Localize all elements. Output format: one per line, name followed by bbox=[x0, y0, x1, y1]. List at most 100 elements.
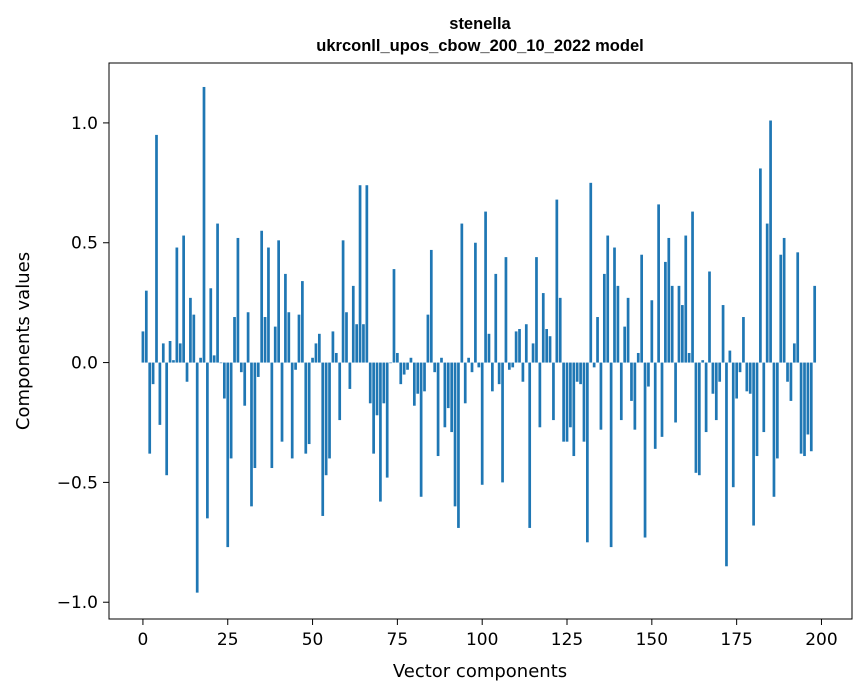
bar bbox=[436, 362, 440, 457]
bar bbox=[185, 362, 189, 382]
bar bbox=[796, 252, 800, 363]
bar bbox=[317, 333, 321, 363]
bar bbox=[141, 331, 145, 363]
bar bbox=[151, 362, 155, 385]
bar bbox=[613, 247, 616, 363]
bar bbox=[718, 362, 722, 382]
bar bbox=[630, 362, 633, 401]
bar bbox=[358, 185, 362, 363]
bar bbox=[518, 329, 521, 363]
bar bbox=[677, 285, 681, 363]
bar bbox=[443, 362, 447, 428]
bar bbox=[565, 362, 569, 442]
bar bbox=[497, 362, 501, 385]
bar bbox=[623, 326, 627, 363]
bar bbox=[582, 362, 586, 442]
bar bbox=[382, 362, 386, 404]
bar bbox=[463, 362, 467, 404]
bar bbox=[216, 223, 219, 363]
bar bbox=[792, 343, 796, 363]
bar bbox=[423, 362, 426, 392]
bar bbox=[725, 362, 728, 567]
bar bbox=[260, 230, 264, 363]
bar bbox=[501, 362, 504, 483]
bar bbox=[731, 362, 735, 488]
bar bbox=[541, 293, 545, 363]
bar bbox=[311, 357, 314, 363]
bar bbox=[199, 357, 202, 363]
bar bbox=[263, 317, 267, 363]
bar bbox=[521, 362, 525, 382]
bar bbox=[267, 247, 270, 363]
bar bbox=[280, 362, 284, 442]
bar bbox=[697, 362, 701, 476]
bar bbox=[806, 362, 810, 435]
bar bbox=[202, 86, 206, 363]
chart-title-line1: stenella bbox=[449, 15, 511, 33]
bar bbox=[341, 240, 345, 363]
bar bbox=[531, 343, 535, 363]
bar bbox=[494, 273, 498, 363]
bar bbox=[586, 362, 589, 543]
bar bbox=[592, 362, 596, 368]
bar bbox=[229, 362, 233, 459]
bar bbox=[297, 314, 301, 363]
bar bbox=[650, 300, 654, 363]
bar bbox=[558, 297, 562, 363]
bar bbox=[301, 281, 304, 363]
bar bbox=[277, 240, 280, 363]
bar bbox=[491, 362, 494, 392]
bar bbox=[691, 211, 694, 363]
bar bbox=[470, 362, 474, 373]
bar bbox=[457, 362, 460, 528]
bar bbox=[375, 362, 379, 416]
bar bbox=[535, 257, 538, 363]
bar bbox=[575, 362, 579, 382]
bar bbox=[626, 297, 630, 363]
bar bbox=[742, 317, 745, 363]
bar bbox=[674, 362, 677, 423]
bar bbox=[480, 362, 484, 485]
bar bbox=[406, 362, 409, 370]
bar bbox=[273, 326, 277, 363]
bar bbox=[514, 331, 518, 363]
y-tick-label: 0.0 bbox=[71, 354, 98, 374]
bar bbox=[681, 305, 684, 363]
bar bbox=[396, 352, 399, 363]
bar bbox=[735, 362, 738, 399]
x-tick-label: 50 bbox=[302, 630, 324, 650]
bar bbox=[752, 362, 755, 526]
x-tick-label: 200 bbox=[805, 630, 837, 650]
bar bbox=[762, 362, 766, 433]
bar bbox=[284, 273, 287, 363]
bar bbox=[355, 324, 359, 363]
bar bbox=[250, 362, 253, 507]
bar bbox=[233, 317, 236, 363]
bar bbox=[504, 257, 508, 363]
bar bbox=[328, 362, 331, 459]
bar bbox=[246, 312, 250, 363]
bar bbox=[562, 362, 565, 442]
bar bbox=[538, 362, 542, 428]
bar bbox=[399, 362, 403, 385]
bar bbox=[779, 254, 783, 363]
bar bbox=[365, 185, 369, 363]
bar bbox=[569, 362, 572, 428]
bar bbox=[192, 314, 196, 363]
bar bbox=[694, 362, 698, 473]
bar bbox=[290, 362, 294, 459]
bar bbox=[789, 362, 793, 401]
bar bbox=[148, 362, 152, 454]
bar bbox=[222, 362, 226, 399]
bar bbox=[664, 261, 667, 363]
bar bbox=[813, 285, 817, 363]
y-tick-label: 0.5 bbox=[71, 234, 98, 254]
bars-group bbox=[141, 86, 817, 593]
bar bbox=[579, 362, 582, 385]
bar bbox=[786, 362, 789, 382]
bar bbox=[161, 343, 165, 363]
bar bbox=[165, 362, 169, 476]
bar bbox=[714, 362, 718, 421]
x-tick-label: 25 bbox=[217, 630, 239, 650]
